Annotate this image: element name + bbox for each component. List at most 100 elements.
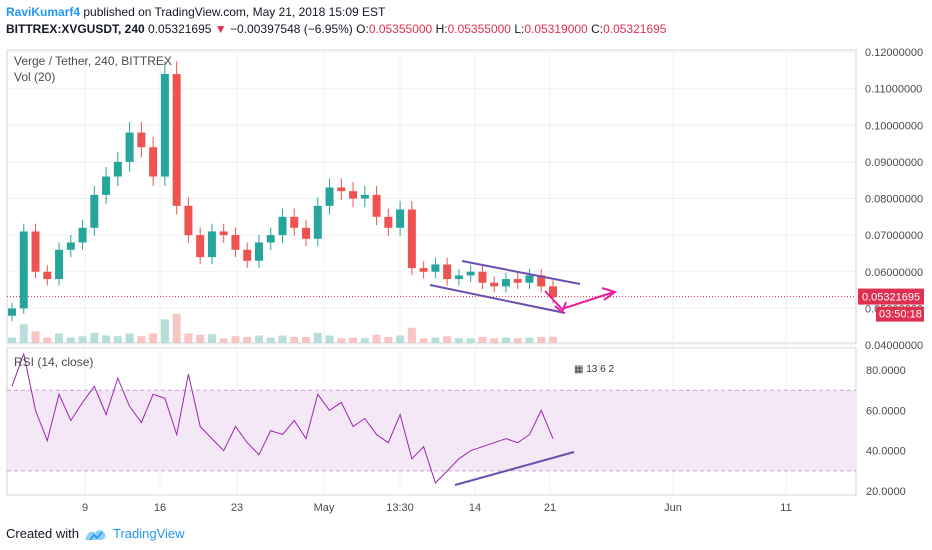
open-label: O:: [356, 22, 369, 36]
down-arrow-icon: ▼: [214, 22, 227, 36]
volume-bar: [90, 332, 99, 343]
low-value: 0.05319000: [524, 22, 588, 36]
volume-bar: [443, 336, 452, 343]
candles: [8, 61, 557, 321]
volume-bar: [290, 336, 299, 343]
volume-bar: [219, 338, 228, 343]
created-with-text: Created with: [6, 526, 79, 541]
rsi-band: [7, 389, 856, 472]
chart-title-legend: Verge / Tether, 240, BITTREX: [14, 54, 172, 68]
time-tick-label: 11: [780, 502, 791, 514]
candle-body: [231, 235, 240, 250]
candle-body: [313, 205, 322, 239]
volume-bar: [537, 336, 546, 343]
candle-body: [443, 264, 452, 280]
candle-body: [290, 216, 299, 228]
volume-bar: [513, 338, 522, 343]
candle-body: [549, 286, 557, 298]
volume-bar: [172, 313, 181, 343]
volume-bar: [490, 338, 499, 343]
candle-body: [102, 176, 111, 195]
volume-bar: [66, 337, 75, 343]
volume-bar: [43, 337, 52, 343]
volume-bar: [407, 327, 416, 343]
candle-body: [196, 235, 205, 258]
rsi-series-line: [11, 352, 554, 484]
volume-bar: [8, 337, 16, 343]
channel-lower-trendline: [429, 284, 566, 314]
volume-bars: [8, 313, 557, 343]
candle-body: [501, 279, 510, 287]
candle-body: [8, 308, 16, 316]
rsi-tick-label: 40.0000: [866, 446, 906, 458]
volume-bar: [549, 336, 557, 343]
candle-body: [396, 209, 405, 228]
candle-body: [525, 275, 534, 283]
volume-bar: [55, 333, 64, 343]
candle-body: [243, 249, 252, 261]
price-pane: [6, 49, 857, 344]
volume-bar: [254, 335, 263, 343]
time-tick-label: 16: [154, 502, 166, 514]
candle-body: [454, 275, 463, 280]
volume-bar: [431, 337, 440, 343]
volume-bar: [337, 338, 346, 343]
rsi-tick-label: 80.0000: [866, 365, 906, 377]
author-link[interactable]: RaviKumarf4: [6, 5, 81, 19]
rsi-tick-label: 60.0000: [866, 405, 906, 417]
price-chart[interactable]: 0.12000000 0.11000000 0.10000000 0.09000000…: [0, 48, 932, 518]
volume-bar: [160, 319, 169, 343]
price-tick-label: 0.11000000: [865, 84, 922, 96]
events-badge[interactable]: ▦ 13 6 2: [574, 364, 614, 375]
candle-body: [219, 231, 228, 236]
arrow-head-up: [601, 287, 618, 301]
candle-body: [466, 271, 475, 276]
candle-body: [160, 73, 169, 177]
volume-bar: [278, 335, 287, 343]
price-tick-label: 0.09000000: [865, 157, 923, 169]
candle-body: [66, 242, 75, 250]
rsi-support-trendline: [454, 451, 575, 486]
countdown-label: 03:50:18: [879, 309, 922, 321]
volume-bar: [149, 333, 158, 343]
published-text: published on TradingView.com, May 21, 20…: [83, 5, 386, 19]
candle-body: [325, 187, 334, 206]
last-price: 0.05321695: [148, 22, 212, 36]
volume-bar: [360, 338, 369, 343]
volume-bar: [207, 334, 216, 343]
volume-bar: [31, 331, 40, 343]
volume-bar: [19, 324, 28, 343]
candle-body: [78, 227, 87, 243]
price-tick-label: 0.08000000: [865, 194, 923, 206]
last-price-badge: [858, 288, 924, 305]
high-label: H:: [435, 22, 448, 36]
tradingview-logo-icon: [85, 530, 106, 541]
volume-bar: [396, 335, 405, 343]
candle-body: [19, 231, 28, 309]
candle-body: [266, 235, 275, 243]
candle-body: [372, 194, 381, 217]
time-tick-label: Jun: [664, 502, 682, 514]
volume-bar: [454, 338, 463, 343]
candle-body: [31, 231, 40, 272]
price-tick-label: 0.06000000: [865, 267, 923, 279]
low-label: L:: [514, 22, 525, 36]
badge-count-c: 2: [608, 364, 615, 375]
projection-arrow: [544, 290, 615, 311]
candle-body: [184, 205, 193, 236]
candle-body: [55, 249, 64, 280]
time-tick-label: 14: [469, 502, 481, 514]
last-price-label: 0.05321695: [862, 292, 920, 304]
drawings: [429, 260, 618, 486]
channel-upper-trendline: [461, 260, 581, 285]
volume-bar: [125, 333, 134, 343]
volume-bar: [466, 338, 475, 343]
close-value: 0.05321695: [603, 22, 667, 36]
chart-area[interactable]: 0.12000000 0.11000000 0.10000000 0.09000000…: [0, 48, 932, 518]
time-tick-label: May: [314, 502, 335, 514]
price-tick-label: 0.07000000: [865, 230, 923, 242]
tradingview-brand[interactable]: TradingView: [113, 526, 185, 541]
volume-bar: [419, 338, 428, 343]
volume-bar: [231, 336, 240, 343]
publish-info: RaviKumarf4 published on TradingView.com…: [6, 5, 385, 19]
